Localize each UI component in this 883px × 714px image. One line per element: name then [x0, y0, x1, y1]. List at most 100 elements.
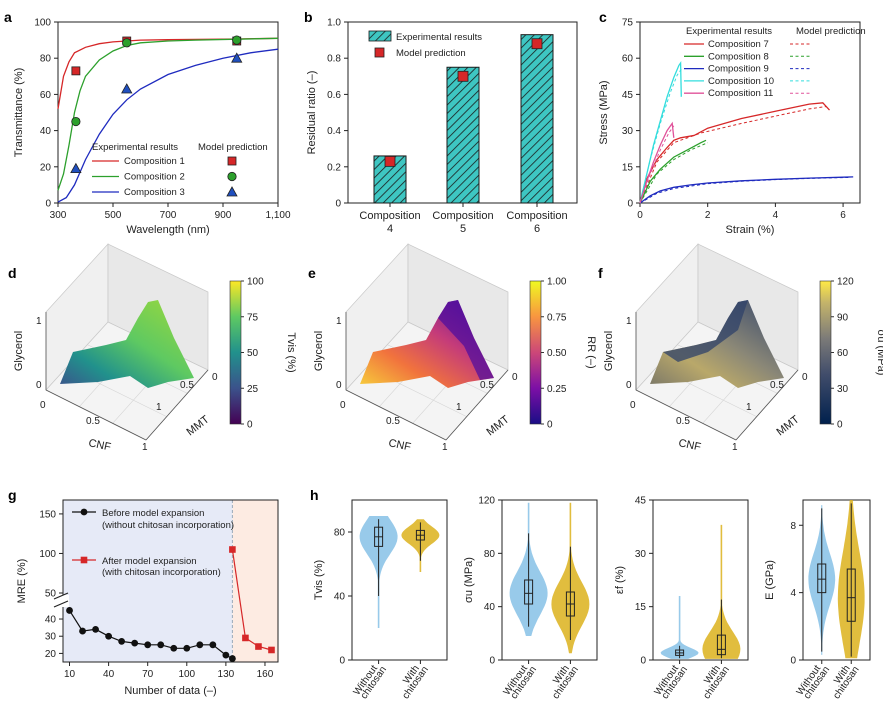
c-legend-label: Composition 9 — [708, 64, 769, 75]
g-x-tick-label: 40 — [103, 669, 115, 680]
g-y-tick-label: 40 — [45, 615, 57, 626]
b-category-label: Composition — [506, 210, 567, 222]
g-bg-before — [63, 500, 233, 662]
panel-label-b: b — [304, 9, 313, 25]
3d-y-axis-label: MMT — [774, 413, 801, 438]
b-y-tick-label: 0.6 — [327, 90, 341, 101]
colorbar-tick-label: 0.75 — [547, 312, 567, 323]
g-point — [105, 632, 113, 640]
3d-z-tick-label: 0 — [626, 380, 632, 391]
g-legend-label: Before model expansion — [102, 508, 204, 519]
colorbar — [529, 280, 542, 425]
g-x-tick-label: 100 — [178, 669, 195, 680]
g-point — [209, 641, 217, 649]
g-legend-label: After model expansion — [102, 556, 197, 567]
h-y-axis-label: Tvis (%) — [313, 560, 325, 600]
b-legend-swatch-model — [374, 47, 385, 58]
3d-y-tick-label: 1 — [156, 402, 162, 413]
a-series-line-1 — [57, 37, 279, 110]
3d-surface-region — [438, 300, 494, 380]
g-x-axis-label: Number of data (–) — [124, 685, 216, 697]
h-y-tick-label: 4 — [790, 588, 796, 599]
3d-z-axis-label: Glycerol — [313, 331, 325, 371]
3d-z-axis-label: Glycerol — [603, 331, 615, 371]
h-box — [524, 579, 534, 605]
3d-z-tick-label: 0 — [336, 380, 342, 391]
3d-z-tick-label: 1 — [36, 316, 42, 327]
h-y-tick-label: 0 — [489, 656, 495, 667]
g-y-axis-label: MRE (%) — [16, 559, 28, 604]
h-y-tick-label: 0 — [640, 656, 646, 667]
a-legend-marker — [227, 171, 237, 182]
b-y-tick-label: 0.8 — [327, 54, 341, 65]
c-legend-label: Composition 11 — [708, 88, 773, 99]
c-axes-frame — [639, 21, 861, 204]
g-y-tick-label: 30 — [45, 632, 57, 643]
a-x-tick-label: 900 — [215, 210, 232, 221]
g-y-tick-label: 150 — [39, 509, 56, 520]
colorbar — [229, 280, 242, 425]
3d-z-tick-label: 1 — [626, 316, 632, 327]
b-y-tick-label: 0.2 — [327, 162, 341, 173]
a-x-tick-label: 700 — [160, 210, 177, 221]
a-model-point — [232, 35, 242, 45]
panel-label-a: a — [4, 9, 12, 25]
c-legend-label: Composition 10 — [708, 76, 774, 87]
b-y-tick-label: 1.0 — [327, 18, 341, 29]
3d-y-tick-label: 0.5 — [180, 380, 194, 391]
g-point — [131, 639, 139, 647]
c-series-line-2 — [639, 139, 707, 204]
3d-x-axis-label: CNF — [87, 437, 112, 453]
b-category-label: Composition — [359, 210, 420, 222]
g-point — [66, 607, 73, 614]
a-model-point — [231, 52, 243, 63]
3d-z-axis-label: Glycerol — [13, 331, 25, 371]
colorbar-tick-label: 0.50 — [547, 348, 567, 359]
3d-axis-y — [145, 369, 209, 441]
3d-y-tick-label: 0.5 — [480, 380, 494, 391]
a-series-line-3 — [57, 48, 279, 203]
colorbar-tick-label: 60 — [837, 348, 849, 359]
chart-b: 0 0.2 0.4 0.6 0.8 1.0 Residual ratio (–) Compos… — [306, 18, 578, 235]
b-model-point — [457, 70, 469, 82]
g-y-tick-label: 20 — [45, 649, 57, 660]
3d-surface-region — [663, 300, 748, 362]
c-y-tick-label: 75 — [622, 18, 634, 29]
a-legend-title-model: Model prediction — [198, 142, 268, 153]
c-series-line-1 — [639, 102, 830, 204]
chart-e: 00.5110.5001CNFMMTGlycerol00.250.500.751… — [313, 243, 597, 454]
a-legend-label: Composition 2 — [124, 172, 185, 183]
h-y-axis-label: σu (MPa) — [463, 557, 475, 603]
c-x-axis-label: Strain (%) — [726, 224, 775, 236]
h-y-tick-label: 8 — [790, 521, 796, 532]
a-legend-title-exp: Experimental results — [92, 142, 178, 153]
a-series-line-2 — [57, 37, 279, 191]
g-point — [118, 637, 126, 645]
a-y-tick-label: 0 — [45, 199, 51, 210]
h-y-axis-label: εf (%) — [614, 566, 626, 594]
g-point — [268, 646, 275, 654]
panel-label-f: f — [598, 265, 603, 281]
chart-d: 0 0.5 1 1 0.5 0 0 1 CNF MMT Glycerol 0 25 50 75 100 Tvis… — [13, 243, 297, 454]
c-legend-label: Composition 8 — [708, 51, 769, 62]
3d-y-tick-label: 0 — [802, 372, 808, 383]
b-category-number: 5 — [460, 223, 466, 235]
panel-label-g: g — [8, 487, 17, 503]
3d-axis-x — [635, 389, 737, 441]
b-category-number: 4 — [387, 223, 393, 235]
b-y-tick-label: 0 — [335, 199, 341, 210]
3d-x-tick-label: 0.5 — [386, 416, 400, 427]
3d-y-axis-label: MMT — [184, 413, 211, 438]
c-x-tick-label: 6 — [840, 210, 846, 221]
h-box — [716, 634, 726, 656]
c-x-tick-label: 2 — [705, 210, 711, 221]
3d-x-tick-label: 0.5 — [86, 416, 100, 427]
h-violin — [660, 596, 699, 659]
g-point — [222, 651, 230, 659]
b-legend-swatch-exp — [368, 30, 392, 42]
3d-x-tick-label: 0 — [340, 400, 346, 411]
3d-axis-y — [735, 369, 799, 441]
